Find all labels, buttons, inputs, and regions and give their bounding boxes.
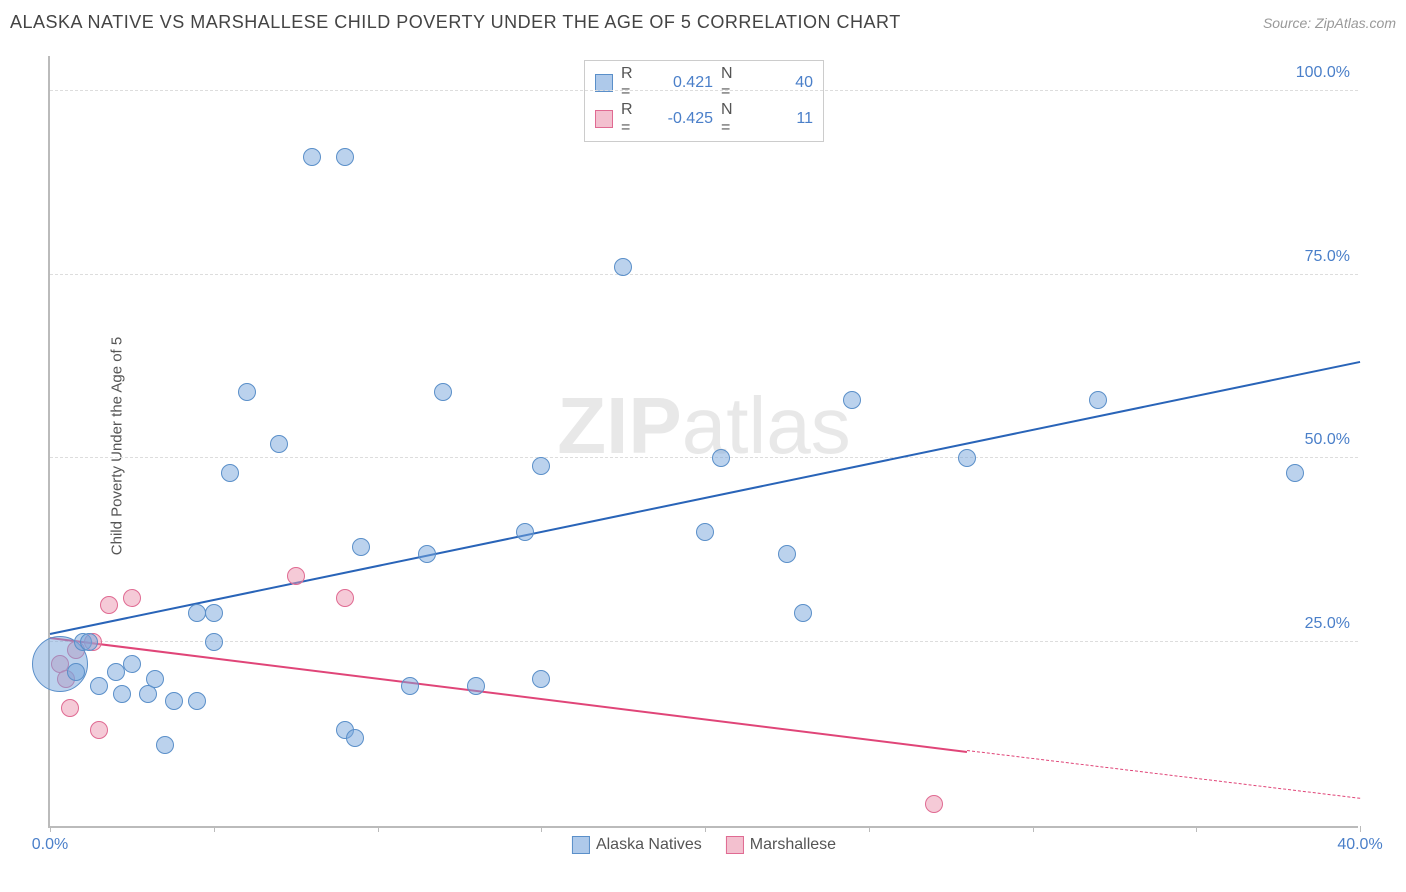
- data-point: [532, 457, 550, 475]
- y-tick-label: 25.0%: [1305, 615, 1350, 633]
- x-tick: [705, 826, 706, 832]
- x-tick: [541, 826, 542, 832]
- gridline: [50, 457, 1358, 458]
- x-tick-label: 40.0%: [1337, 836, 1382, 854]
- data-point: [925, 795, 943, 813]
- data-point: [336, 148, 354, 166]
- title-bar: ALASKA NATIVE VS MARSHALLESE CHILD POVER…: [10, 12, 1396, 33]
- n-value: 11: [753, 110, 813, 128]
- data-point: [614, 258, 632, 276]
- data-point: [794, 604, 812, 622]
- gridline: [50, 90, 1358, 91]
- data-point: [205, 604, 223, 622]
- data-point: [843, 391, 861, 409]
- source-attribution: Source: ZipAtlas.com: [1263, 15, 1396, 31]
- swatch-blue-icon: [572, 836, 590, 854]
- data-point: [67, 663, 85, 681]
- data-point: [113, 685, 131, 703]
- r-label: R =: [621, 101, 645, 137]
- x-tick: [1360, 826, 1361, 832]
- data-point: [188, 692, 206, 710]
- data-point: [107, 663, 125, 681]
- legend-item: Alaska Natives: [572, 836, 702, 854]
- data-point: [303, 148, 321, 166]
- n-label: N =: [721, 65, 745, 101]
- data-point: [1089, 391, 1107, 409]
- data-point: [146, 670, 164, 688]
- data-point: [958, 449, 976, 467]
- x-tick: [378, 826, 379, 832]
- data-point: [287, 567, 305, 585]
- data-point: [123, 589, 141, 607]
- data-point: [434, 383, 452, 401]
- data-point: [467, 677, 485, 695]
- data-point: [90, 721, 108, 739]
- watermark-light: atlas: [682, 381, 851, 470]
- data-point: [221, 464, 239, 482]
- y-tick-label: 50.0%: [1305, 431, 1350, 449]
- data-point: [100, 596, 118, 614]
- data-point: [352, 538, 370, 556]
- data-point: [778, 545, 796, 563]
- data-point: [80, 633, 98, 651]
- data-point: [61, 699, 79, 717]
- plot-area: ZIPatlas R = 0.421 N = 40 R = -0.425 N =…: [48, 56, 1358, 828]
- x-tick-label: 0.0%: [32, 836, 68, 854]
- data-point: [712, 449, 730, 467]
- watermark-bold: ZIP: [557, 381, 681, 470]
- swatch-pink-icon: [595, 110, 613, 128]
- swatch-pink-icon: [726, 836, 744, 854]
- gridline: [50, 641, 1358, 642]
- gridline: [50, 274, 1358, 275]
- legend-stats-row: R = -0.425 N = 11: [595, 101, 813, 137]
- trend-line: [50, 637, 967, 753]
- r-label: R =: [621, 65, 645, 101]
- trend-line: [50, 361, 1360, 635]
- legend-series: Alaska Natives Marshallese: [572, 836, 836, 854]
- legend-label: Marshallese: [750, 836, 836, 854]
- data-point: [165, 692, 183, 710]
- data-point: [401, 677, 419, 695]
- data-point: [270, 435, 288, 453]
- x-tick: [50, 826, 51, 832]
- x-tick: [1033, 826, 1034, 832]
- data-point: [156, 736, 174, 754]
- data-point: [205, 633, 223, 651]
- y-tick-label: 100.0%: [1296, 64, 1350, 82]
- legend-stats-row: R = 0.421 N = 40: [595, 65, 813, 101]
- data-point: [696, 523, 714, 541]
- data-point: [188, 604, 206, 622]
- x-tick: [1196, 826, 1197, 832]
- data-point: [418, 545, 436, 563]
- chart-title: ALASKA NATIVE VS MARSHALLESE CHILD POVER…: [10, 12, 901, 33]
- trend-line: [967, 750, 1360, 800]
- data-point: [532, 670, 550, 688]
- legend-label: Alaska Natives: [596, 836, 702, 854]
- legend-stats: R = 0.421 N = 40 R = -0.425 N = 11: [584, 60, 824, 142]
- legend-item: Marshallese: [726, 836, 836, 854]
- data-point: [238, 383, 256, 401]
- n-label: N =: [721, 101, 745, 137]
- data-point: [346, 729, 364, 747]
- r-value: -0.425: [653, 110, 713, 128]
- data-point: [516, 523, 534, 541]
- x-tick: [214, 826, 215, 832]
- data-point: [336, 589, 354, 607]
- x-tick: [869, 826, 870, 832]
- data-point: [1286, 464, 1304, 482]
- data-point: [90, 677, 108, 695]
- data-point: [123, 655, 141, 673]
- y-tick-label: 75.0%: [1305, 248, 1350, 266]
